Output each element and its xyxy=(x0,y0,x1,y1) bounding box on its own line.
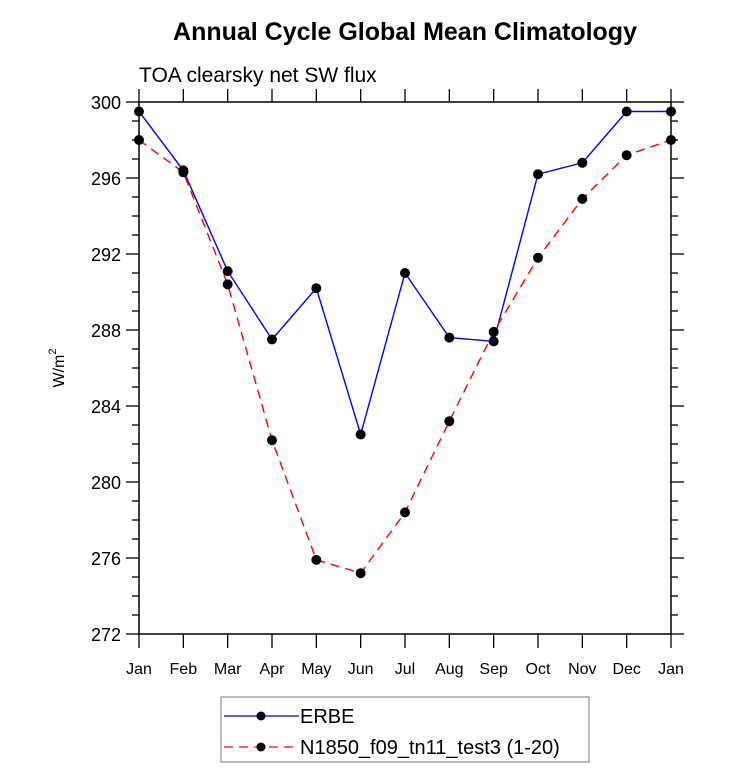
x-tick-label: Aug xyxy=(435,661,463,678)
data-point xyxy=(533,169,543,180)
data-point xyxy=(444,416,455,427)
data-point xyxy=(666,106,676,117)
data-point xyxy=(577,157,588,168)
y-tick-label: 272 xyxy=(91,625,121,645)
y-tick-label: 276 xyxy=(91,549,121,569)
data-point xyxy=(400,507,410,518)
y-axis-label: W/m2 xyxy=(47,349,68,388)
data-point xyxy=(267,334,277,345)
legend: ERBE N1850_f09_tn11_test3 (1-20) xyxy=(220,696,590,763)
data-point xyxy=(444,332,455,343)
x-tick-label: Jan xyxy=(126,661,152,678)
legend-marker-model xyxy=(256,742,266,752)
data-point xyxy=(311,283,322,294)
x-tick-label: Nov xyxy=(568,661,596,678)
data-point xyxy=(666,135,676,145)
y-tick-label: 300 xyxy=(91,93,121,113)
data-point xyxy=(533,252,543,263)
y-tick-label: 296 xyxy=(91,169,121,189)
chart-subtitle: TOA clearsky net SW flux xyxy=(139,64,377,87)
data-point xyxy=(355,568,366,579)
series-markers-1 xyxy=(134,135,676,579)
legend-item-erbe: ERBE xyxy=(224,706,354,728)
x-tick-label: Jan xyxy=(658,661,684,678)
x-tick-label: Jul xyxy=(395,661,415,678)
legend-label-erbe: ERBE xyxy=(300,706,354,728)
data-point xyxy=(488,326,499,337)
data-point xyxy=(311,554,322,565)
y-tick-label: 280 xyxy=(91,473,121,493)
x-tick-label: Apr xyxy=(260,661,286,678)
data-point xyxy=(488,336,499,347)
x-tick-label: Oct xyxy=(526,661,551,678)
legend-item-model: N1850_f09_tn11_test3 (1-20) xyxy=(224,737,560,759)
data-point xyxy=(267,435,277,446)
y-tick-label: 284 xyxy=(91,397,121,417)
data-point xyxy=(222,266,233,277)
data-point xyxy=(178,167,189,178)
x-tick-label: Feb xyxy=(170,661,198,678)
data-point xyxy=(621,150,632,161)
y-axis-label-superscript: 2 xyxy=(47,349,59,355)
y-tick-label: 292 xyxy=(91,245,121,265)
y-axis-label-unit: W/m xyxy=(51,355,68,388)
legend-label-model: N1850_f09_tn11_test3 (1-20) xyxy=(300,737,560,759)
data-point xyxy=(222,279,233,290)
x-tick-label: Sep xyxy=(479,661,508,678)
series-markers-0 xyxy=(134,106,676,440)
data-point xyxy=(355,429,366,440)
data-point xyxy=(400,268,410,278)
x-tick-labels: Jan Feb Mar Apr May Jun Jul Aug Sep Oct Nov Dec Jan xyxy=(126,661,684,678)
x-tick-label: May xyxy=(301,661,331,678)
plot-series xyxy=(134,106,676,579)
x-tick-label: Mar xyxy=(214,661,242,678)
x-tick-label: Dec xyxy=(612,661,640,678)
data-point xyxy=(134,106,144,117)
data-point xyxy=(577,193,588,204)
legend-marker-erbe xyxy=(256,711,266,721)
data-point xyxy=(134,135,144,145)
x-tick-label: Jun xyxy=(348,661,374,678)
legend-box xyxy=(220,696,590,763)
data-point xyxy=(621,106,632,117)
plot-axes xyxy=(126,89,684,648)
y-tick-label: 288 xyxy=(91,321,121,341)
chart-title: Annual Cycle Global Mean Climatology xyxy=(173,18,637,46)
plot-frame xyxy=(138,101,672,635)
y-tick-labels: 272 276 280 284 288 292 296 300 xyxy=(91,93,121,645)
